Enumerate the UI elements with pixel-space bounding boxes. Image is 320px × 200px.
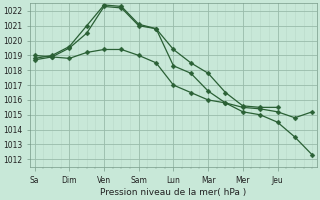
X-axis label: Pression niveau de la mer( hPa ): Pression niveau de la mer( hPa ) bbox=[100, 188, 247, 197]
